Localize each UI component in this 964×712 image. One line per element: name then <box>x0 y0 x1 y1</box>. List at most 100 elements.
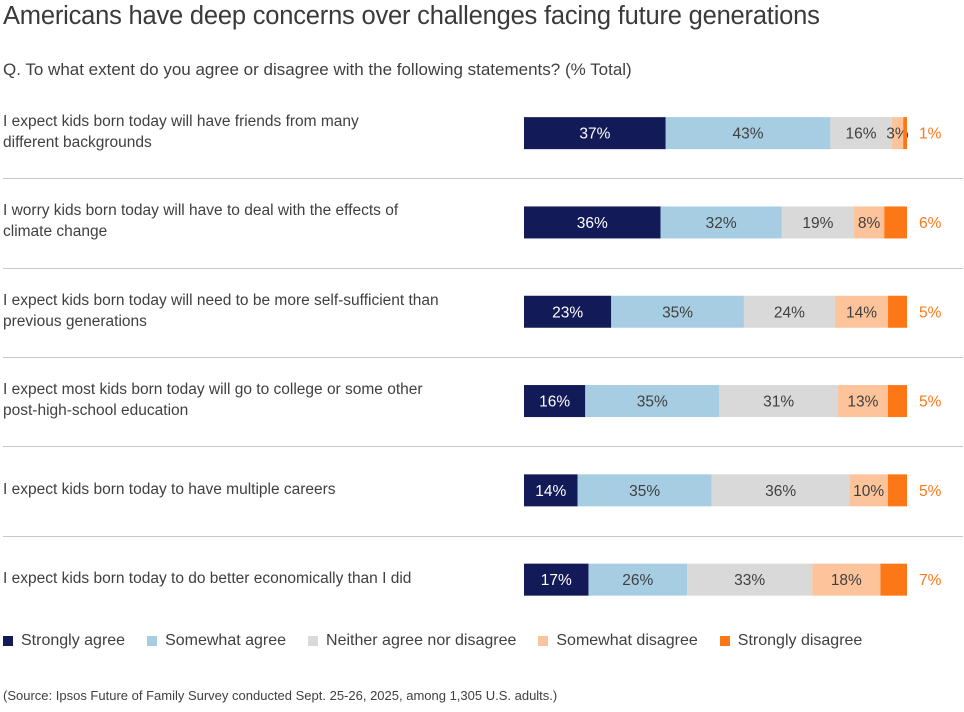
bar-segment-somewhat-agree <box>660 206 782 239</box>
legend-swatch <box>538 636 549 646</box>
bar-segment-neither-agree-nor-disagree <box>719 385 839 418</box>
data-label: 35% <box>662 304 693 321</box>
row-label-line: different backgrounds <box>3 134 152 152</box>
bar-segment-strongly-disagree <box>888 295 907 328</box>
data-label: 35% <box>637 394 668 411</box>
data-label: 19% <box>802 215 833 232</box>
survey-question: Q. To what extent do you agree or disagr… <box>3 60 632 79</box>
bar-segment-somewhat-disagree <box>849 474 888 507</box>
row-label-line: I expect kids born today will need to be… <box>3 291 439 309</box>
bar-segment-strongly-agree <box>524 474 578 507</box>
row-separator <box>3 446 963 447</box>
bar-segment-strongly-agree <box>524 295 612 328</box>
legend-swatch <box>308 636 319 646</box>
data-label: 10% <box>853 483 884 500</box>
data-label: 5% <box>919 304 942 321</box>
row-separator <box>3 178 963 179</box>
data-label: 36% <box>765 483 796 500</box>
row-label: I worry kids born today will have to dea… <box>3 200 503 242</box>
data-label: 23% <box>552 304 583 321</box>
bar-segment-somewhat-agree <box>665 117 831 150</box>
row-separator <box>3 268 963 269</box>
data-label: 33% <box>734 572 765 589</box>
chart-title: Americans have deep concerns over challe… <box>3 2 820 30</box>
data-label: 16% <box>539 394 570 411</box>
row-label-line: I expect kids born today to do better ec… <box>3 570 412 588</box>
data-label: 6% <box>919 215 942 232</box>
row-label: I expect kids born today to have multipl… <box>3 479 503 500</box>
legend-swatch <box>147 636 158 646</box>
source-note: (Source: Ipsos Future of Family Survey c… <box>3 688 558 703</box>
legend-item: Somewhat agree <box>147 632 286 650</box>
data-label: 26% <box>622 572 653 589</box>
legend-swatch <box>719 636 730 646</box>
row-label-line: previous generations <box>3 312 147 330</box>
bar-segment-neither-agree-nor-disagree <box>781 206 854 239</box>
row-label-line: climate change <box>3 223 108 241</box>
legend-label: Strongly agree <box>21 632 126 649</box>
data-label: 24% <box>774 304 805 321</box>
legend-label: Somewhat disagree <box>556 632 698 649</box>
bar-segment-somewhat-disagree <box>812 563 881 596</box>
bar-segment-neither-agree-nor-disagree <box>743 295 835 328</box>
row-label-line: post-high-school education <box>3 402 189 420</box>
bar-segment-somewhat-disagree <box>891 117 904 150</box>
bar-segment-neither-agree-nor-disagree <box>687 563 813 596</box>
legend-item: Somewhat disagree <box>538 632 698 650</box>
bar-segment-neither-agree-nor-disagree <box>830 117 892 150</box>
bar-segment-strongly-agree <box>524 117 666 150</box>
row-label: I expect kids born today will have frien… <box>3 111 503 153</box>
legend-label: Neither agree nor disagree <box>326 632 517 649</box>
data-label: 35% <box>629 483 660 500</box>
bar-segment-neither-agree-nor-disagree <box>711 474 850 507</box>
legend-item: Strongly agree <box>3 632 125 650</box>
data-label: 13% <box>847 394 878 411</box>
row-label: I expect kids born today will need to be… <box>3 290 503 332</box>
data-label: 8% <box>858 215 881 232</box>
data-label: 14% <box>535 483 566 500</box>
row-label-line: I expect kids born today will have frien… <box>3 113 359 131</box>
bar-segment-somewhat-agree <box>585 385 720 418</box>
bar-segment-somewhat-agree <box>588 563 688 596</box>
data-label: 1% <box>919 126 942 143</box>
bar-segment-strongly-disagree <box>903 117 907 150</box>
legend-swatch <box>3 636 13 646</box>
row-label-line: I worry kids born today will have to dea… <box>3 202 399 220</box>
row-separator <box>3 536 963 537</box>
data-label: 18% <box>831 572 862 589</box>
bar-segment-strongly-disagree <box>884 206 907 239</box>
data-label: 5% <box>919 394 942 411</box>
bar-segment-somewhat-disagree <box>834 295 889 328</box>
data-label: 5% <box>919 483 942 500</box>
bar-segment-strongly-disagree <box>887 474 907 507</box>
bar-segment-strongly-disagree <box>887 385 907 418</box>
bar-segment-strongly-agree <box>524 206 661 239</box>
row-separator <box>3 357 963 358</box>
legend-item: Neither agree nor disagree <box>308 632 516 650</box>
row-label: I expect most kids born today will go to… <box>3 379 503 421</box>
legend-label: Strongly disagree <box>737 632 863 649</box>
legend: Strongly agree Somewhat agree Neither agre… <box>3 632 884 650</box>
legend-item: Strongly disagree <box>719 632 863 650</box>
legend-label: Somewhat agree <box>165 632 287 649</box>
data-label: 7% <box>919 572 942 589</box>
bar-segment-strongly-agree <box>524 385 586 418</box>
row-label-line: I expect most kids born today will go to… <box>3 381 423 399</box>
row-label-line: I expect kids born today to have multipl… <box>3 480 336 498</box>
data-label: 31% <box>763 394 794 411</box>
data-label: 16% <box>846 126 877 143</box>
bar-segment-somewhat-agree <box>611 295 744 328</box>
bar-segment-strongly-agree <box>524 563 589 596</box>
data-label: 32% <box>706 215 737 232</box>
data-label: 37% <box>579 126 610 143</box>
row-label: I expect kids born today to do better ec… <box>3 568 503 589</box>
data-label: 36% <box>577 215 608 232</box>
bar-segment-somewhat-disagree <box>853 206 885 239</box>
data-label: 17% <box>541 572 572 589</box>
bar-segment-somewhat-agree <box>577 474 712 507</box>
data-label: 14% <box>846 304 877 321</box>
bar-segment-somewhat-disagree <box>838 385 888 418</box>
data-label: 43% <box>733 126 764 143</box>
bar-segment-strongly-disagree <box>880 563 907 596</box>
